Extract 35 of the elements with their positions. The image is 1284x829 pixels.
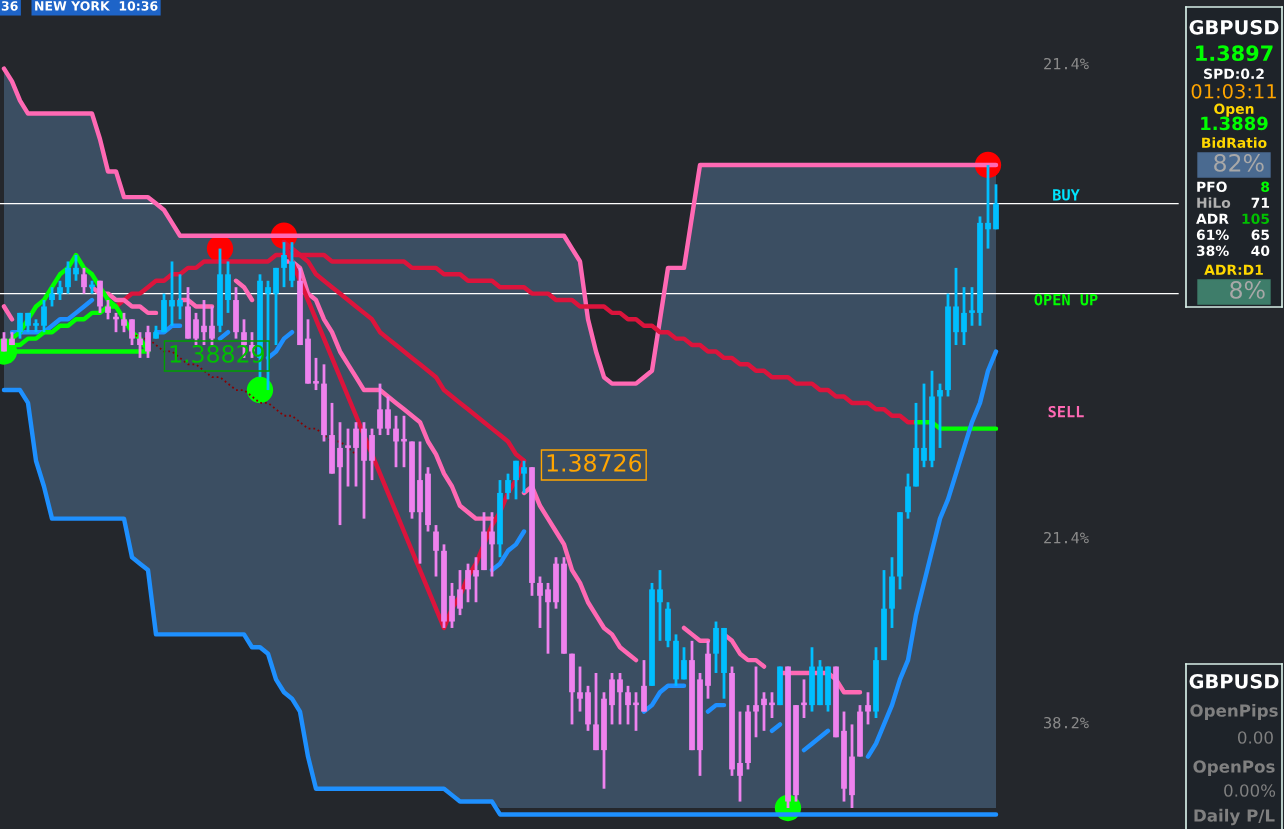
text: 21.4% (1044, 57, 1089, 70)
text: ADR (1196, 213, 1229, 224)
text: 1.3889 (1201, 116, 1268, 131)
text: 36 (1, 1, 18, 11)
ref-line-label: BUY (1053, 189, 1080, 201)
text: BidRatio (1202, 137, 1267, 149)
text: OpenPos (1193, 760, 1275, 777)
text: Open (1214, 103, 1254, 117)
text: GBPUSD (1189, 19, 1279, 35)
text: SPD:0.2 (1204, 68, 1264, 80)
text: 21.4% (1044, 531, 1089, 544)
text: ADR:D1 (1204, 264, 1263, 275)
text: 8% (1230, 280, 1265, 299)
text: 38% (1196, 245, 1229, 257)
text: SELL (1048, 405, 1084, 418)
text: PFO (1197, 181, 1227, 193)
text: 40 (1251, 245, 1270, 257)
text: 105 (1242, 213, 1270, 225)
text: 0.00% (1224, 784, 1276, 797)
text: 65 (1251, 229, 1270, 241)
ref-line-label: OPEN UP (1034, 293, 1098, 306)
text: 1.3897 (1196, 45, 1273, 62)
text: HiLo (1197, 197, 1231, 209)
text: Daily P/L (1194, 808, 1275, 826)
text: 8 (1261, 181, 1270, 193)
text: 38.2% (1044, 716, 1089, 729)
text: 82% (1214, 153, 1264, 172)
text: 61% (1196, 229, 1229, 241)
text: OpenPips (1190, 703, 1278, 721)
text: NEW YORK 10:36 (35, 1, 158, 11)
text: GBPUSD (1189, 673, 1279, 689)
annotation: 1.38726 (547, 453, 642, 472)
text: 0.00 (1237, 731, 1273, 744)
text: 01:03:11 (1191, 83, 1276, 99)
text: 71 (1251, 197, 1270, 208)
